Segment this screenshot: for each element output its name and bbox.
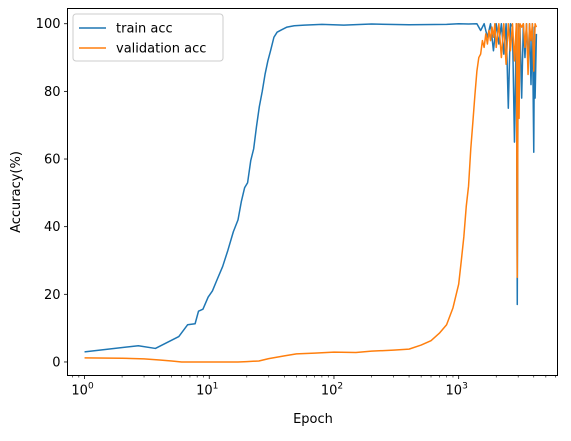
legend: train acc validation acc (72, 13, 224, 62)
y-tick-label: 100 (36, 17, 61, 32)
x-tick-exponent: 2 (337, 382, 343, 392)
legend-label-validation-acc: validation acc (116, 42, 206, 57)
y-tick-label: 0 (52, 355, 60, 370)
plot-background (67, 8, 558, 376)
x-tick-label: 101 (196, 382, 218, 399)
x-ticks: 100 101 102 103 (71, 375, 557, 399)
x-tick-label: 100 (71, 382, 94, 399)
series-line-validation-acc (84, 22, 538, 363)
x-tick-exponent: 3 (462, 382, 468, 392)
series-line-train-acc (84, 22, 538, 353)
series-layer (84, 22, 538, 363)
legend-box (72, 13, 224, 62)
x-tick-exponent: 0 (88, 382, 94, 392)
x-tick-label: 103 (446, 382, 468, 399)
x-tick-base: 10 (321, 384, 338, 399)
x-axis-label: Epoch (293, 412, 333, 427)
x-tick-exponent: 1 (213, 382, 219, 392)
y-tick-label: 40 (44, 220, 61, 235)
plot-frame (67, 8, 558, 376)
x-tick-label: 102 (321, 382, 343, 399)
y-tick-label: 80 (44, 85, 61, 100)
x-tick-base: 10 (446, 384, 463, 399)
y-tick-label: 20 (44, 288, 61, 303)
y-tick-label: 60 (44, 153, 61, 168)
y-axis-label: Accuracy(%) (9, 151, 24, 233)
x-tick-base: 10 (196, 384, 213, 399)
x-tick-base: 10 (71, 384, 88, 399)
legend-label-train-acc: train acc (116, 22, 173, 37)
y-ticks: 0 20 40 60 80 100 (36, 17, 68, 370)
